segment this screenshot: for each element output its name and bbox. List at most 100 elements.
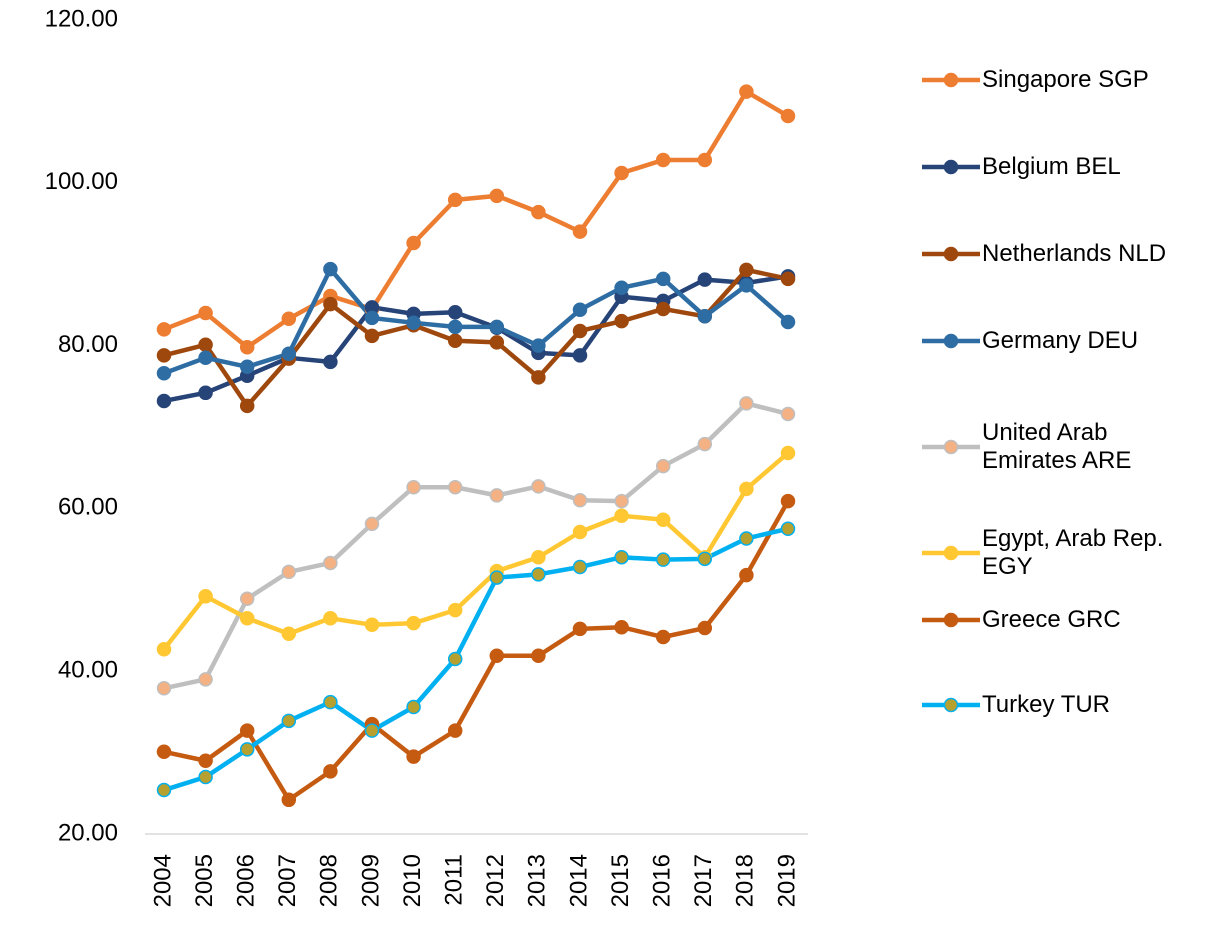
legend-marker bbox=[943, 246, 959, 262]
data-point bbox=[239, 742, 255, 757]
legend-swatch bbox=[922, 439, 980, 455]
data-point bbox=[239, 723, 255, 738]
data-point bbox=[531, 648, 546, 663]
x-tick-label: 2007 bbox=[274, 854, 301, 907]
data-point bbox=[655, 152, 671, 168]
data-point bbox=[697, 551, 713, 567]
legend-item: Netherlands NLD bbox=[922, 240, 1207, 268]
legend-marker bbox=[943, 697, 959, 713]
data-point bbox=[364, 328, 380, 344]
series-line bbox=[163, 89, 790, 350]
x-tick-label: 2015 bbox=[607, 854, 634, 907]
data-point bbox=[655, 271, 671, 287]
y-tick-label: 40.00 bbox=[58, 657, 118, 684]
data-point bbox=[156, 366, 172, 381]
legend-marker bbox=[943, 439, 959, 455]
data-point bbox=[489, 319, 505, 335]
data-point bbox=[780, 445, 796, 461]
legend-item: Belgium BEL bbox=[922, 153, 1207, 181]
data-point bbox=[531, 338, 546, 353]
legend-marker bbox=[943, 159, 959, 175]
data-point bbox=[531, 479, 546, 494]
data-point bbox=[614, 165, 629, 181]
data-point bbox=[198, 589, 213, 604]
data-point bbox=[323, 296, 338, 312]
legend-swatch bbox=[922, 246, 980, 262]
legend-swatch bbox=[922, 612, 980, 628]
data-point bbox=[323, 611, 338, 626]
data-point bbox=[697, 309, 713, 324]
data-point bbox=[239, 591, 255, 607]
data-point bbox=[697, 152, 713, 168]
data-point bbox=[572, 323, 588, 339]
legend-item: Singapore SGP bbox=[922, 66, 1207, 94]
legend-item: United Arab Emirates ARE bbox=[922, 419, 1207, 475]
data-point bbox=[697, 272, 713, 287]
data-point bbox=[323, 555, 338, 571]
legend-label: Turkey TUR bbox=[982, 691, 1111, 718]
x-tick-label: 2019 bbox=[773, 854, 800, 907]
data-point bbox=[531, 204, 546, 220]
y-tick-label: 120.00 bbox=[45, 5, 118, 32]
data-point bbox=[780, 493, 796, 509]
legend-label: Netherlands NLD bbox=[982, 240, 1167, 267]
data-point bbox=[323, 764, 338, 779]
data-point bbox=[156, 744, 172, 760]
data-point bbox=[198, 769, 213, 785]
data-point bbox=[239, 611, 255, 626]
x-tick-label: 2010 bbox=[399, 854, 426, 907]
data-point bbox=[655, 629, 671, 645]
legend-marker bbox=[943, 612, 959, 628]
data-point bbox=[447, 651, 463, 667]
legend-item: Egypt, Arab Rep. EGY bbox=[922, 525, 1207, 581]
data-point bbox=[697, 620, 713, 636]
legend-marker bbox=[943, 545, 959, 561]
data-point bbox=[780, 314, 796, 330]
data-point bbox=[281, 311, 297, 326]
data-point bbox=[780, 406, 796, 422]
y-tick-label: 100.00 bbox=[45, 168, 118, 195]
y-tick-label: 20.00 bbox=[58, 819, 118, 846]
data-point bbox=[406, 479, 421, 495]
data-point bbox=[156, 641, 172, 657]
data-point bbox=[614, 280, 629, 296]
data-point bbox=[198, 350, 213, 366]
x-tick-label: 2006 bbox=[233, 854, 260, 907]
legend-marker bbox=[943, 72, 959, 88]
data-point bbox=[406, 235, 421, 251]
data-point bbox=[572, 348, 588, 363]
data-point bbox=[198, 305, 213, 321]
data-point bbox=[239, 398, 255, 414]
data-point bbox=[323, 354, 338, 370]
data-point bbox=[572, 559, 588, 575]
data-point bbox=[572, 524, 588, 540]
data-point bbox=[447, 192, 463, 208]
series-line bbox=[163, 274, 789, 404]
legend-swatch bbox=[922, 159, 980, 175]
data-point bbox=[156, 782, 172, 798]
data-point bbox=[489, 488, 505, 503]
x-tick-label: 2009 bbox=[357, 854, 384, 907]
legend-label: United Arab Emirates ARE bbox=[982, 419, 1132, 474]
legend-marker bbox=[943, 333, 959, 349]
legend-item: Turkey TUR bbox=[922, 691, 1207, 719]
data-point bbox=[531, 549, 546, 565]
data-point bbox=[614, 508, 629, 523]
data-point bbox=[739, 84, 754, 99]
data-point bbox=[780, 521, 796, 536]
data-point bbox=[406, 615, 421, 631]
series-line bbox=[163, 267, 789, 409]
data-point bbox=[447, 602, 463, 618]
data-point bbox=[447, 304, 463, 320]
data-point bbox=[780, 271, 796, 287]
data-point bbox=[697, 436, 713, 452]
x-tick-label: 2016 bbox=[649, 854, 676, 907]
data-point bbox=[739, 396, 754, 411]
data-point bbox=[198, 337, 213, 353]
data-point bbox=[406, 749, 421, 764]
data-point bbox=[239, 339, 255, 355]
y-tick-label: 60.00 bbox=[58, 494, 118, 521]
data-point bbox=[281, 564, 297, 580]
data-point bbox=[739, 481, 754, 497]
data-point bbox=[655, 301, 671, 317]
